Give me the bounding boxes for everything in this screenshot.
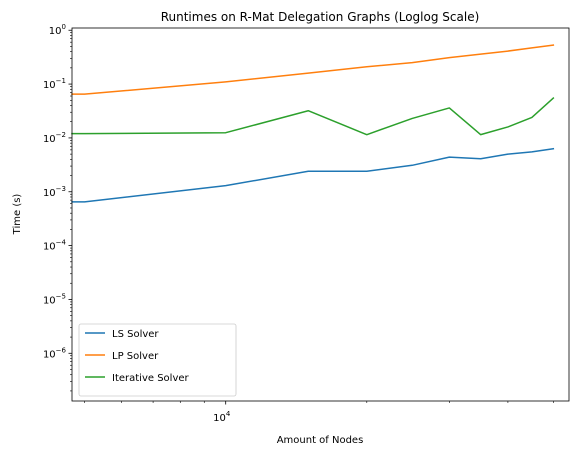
y-tick-label: 10−3 bbox=[43, 185, 66, 199]
y-tick-label-exp: −1 bbox=[56, 77, 66, 85]
y-tick-label-base: 10 bbox=[43, 295, 56, 306]
y-tick-label-exp: −5 bbox=[56, 292, 66, 300]
plot-frame bbox=[71, 27, 570, 402]
y-tick-label-exp: −4 bbox=[56, 239, 67, 247]
chart-title: Runtimes on R-Mat Delegation Graphs (Log… bbox=[161, 10, 480, 24]
legend: LS Solver LP Solver Iterative Solver bbox=[78, 323, 237, 397]
y-axis-label: Time (s) bbox=[12, 194, 23, 236]
x-axis: 104 bbox=[84, 401, 554, 424]
y-tick-label-exp: −3 bbox=[56, 185, 66, 193]
legend-label: LP Solver bbox=[112, 351, 159, 362]
y-tick-label-exp: −6 bbox=[56, 346, 67, 354]
legend-box bbox=[78, 323, 237, 397]
series-line-1 bbox=[71, 44, 555, 95]
y-tick-label: 10−4 bbox=[43, 239, 67, 253]
x-tick-label: 104 bbox=[213, 410, 231, 424]
y-tick-label-base: 10 bbox=[43, 80, 56, 91]
y-tick-label-base: 10 bbox=[43, 242, 56, 253]
x-tick-label-exp: 4 bbox=[226, 410, 231, 418]
series-line-0 bbox=[71, 147, 555, 203]
series-line-2 bbox=[71, 96, 555, 136]
y-tick-label: 10−6 bbox=[43, 346, 67, 360]
y-tick-label-exp: 0 bbox=[62, 23, 66, 31]
y-tick-label-base: 10 bbox=[43, 188, 56, 199]
y-tick-label: 10−2 bbox=[43, 131, 66, 145]
y-tick-label-exp: −2 bbox=[56, 131, 66, 139]
y-tick-label-base: 10 bbox=[49, 26, 62, 37]
y-tick-label: 10−1 bbox=[43, 77, 66, 91]
series-layer bbox=[71, 44, 555, 203]
y-tick-label: 100 bbox=[49, 23, 66, 37]
x-axis-label: Amount of Nodes bbox=[277, 435, 364, 446]
legend-label: Iterative Solver bbox=[112, 373, 190, 384]
x-tick-label-base: 10 bbox=[213, 413, 226, 424]
legend-label: LS Solver bbox=[112, 329, 159, 340]
y-tick-label: 10−5 bbox=[43, 292, 66, 306]
y-tick-label-base: 10 bbox=[43, 349, 56, 360]
y-tick-label-base: 10 bbox=[43, 134, 56, 145]
